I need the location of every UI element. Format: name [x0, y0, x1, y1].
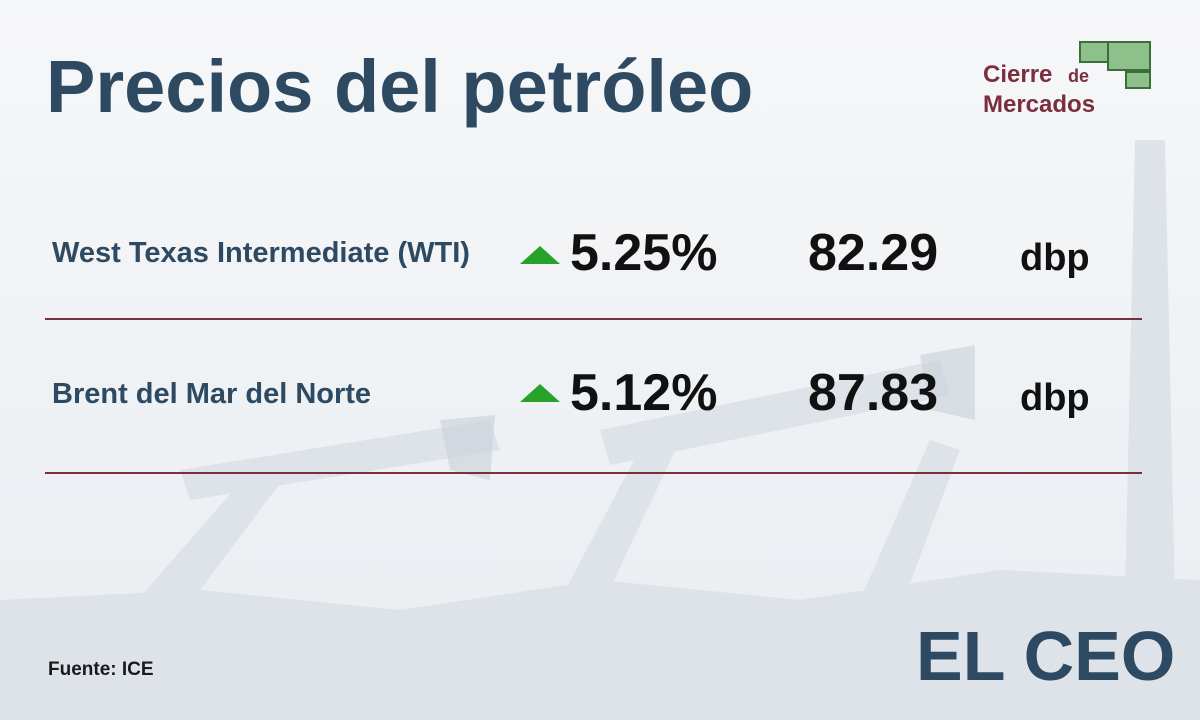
row-price: 87.83	[808, 364, 938, 422]
title: Precios del petróleo	[46, 45, 753, 128]
logo: EL CEO	[916, 617, 1175, 695]
pumpjack-silhouettes	[0, 140, 1200, 720]
badge-line1: Cierre	[983, 61, 1052, 88]
row-price: 82.29	[808, 224, 938, 282]
up-arrow	[520, 246, 560, 264]
row-name: West Texas Intermediate (WTI)	[52, 237, 470, 269]
bill-icon	[1079, 41, 1111, 63]
badge-line2: Mercados	[983, 91, 1095, 118]
bill-icon	[1125, 71, 1151, 89]
row-change: 5.12%	[570, 364, 717, 422]
row-name: Brent del Mar del Norte	[52, 378, 371, 410]
row-unit: dbp	[1020, 377, 1090, 419]
pumpjack-heads	[440, 345, 975, 480]
row-change: 5.25%	[570, 224, 717, 282]
row-unit: dbp	[1020, 237, 1090, 279]
badge-small: de	[1068, 66, 1089, 86]
bill-icon	[1107, 41, 1151, 71]
badge: Cierre de Mercados	[983, 41, 1151, 118]
source: Fuente: ICE	[48, 659, 154, 680]
up-arrow	[520, 384, 560, 402]
